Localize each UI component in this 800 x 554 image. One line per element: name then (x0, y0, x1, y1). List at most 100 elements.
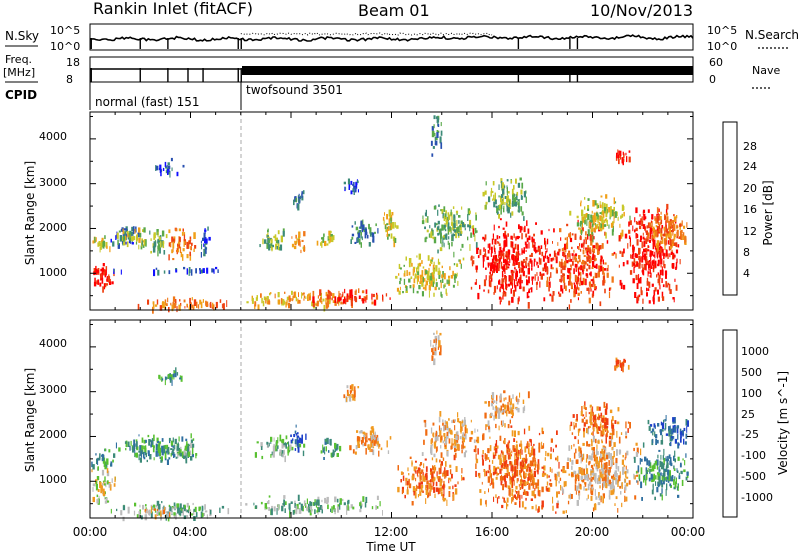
heatmap-cell (588, 412, 591, 415)
heatmap-cell (650, 252, 653, 255)
heatmap-cell (423, 419, 427, 423)
heatmap-cell (601, 468, 604, 475)
heatmap-cell (104, 466, 107, 470)
heatmap-cell (605, 426, 608, 431)
heatmap-cell (602, 451, 605, 459)
heatmap-cell (357, 237, 360, 243)
heatmap-cell (525, 260, 527, 267)
heatmap-cell (633, 456, 636, 463)
heatmap-cell (570, 473, 573, 477)
heatmap-cell (658, 224, 661, 227)
heatmap-cell (527, 302, 530, 309)
heatmap-cell (585, 468, 589, 475)
heatmap-cell (412, 266, 416, 269)
heatmap-cell (562, 489, 565, 494)
heatmap-cell (590, 279, 593, 282)
heatmap-cell (434, 347, 437, 354)
heatmap-cell (668, 220, 671, 228)
heatmap-cell (362, 443, 364, 447)
heatmap-cell (362, 431, 365, 435)
heatmap-cell (565, 510, 567, 514)
heatmap-cell (525, 196, 527, 203)
heatmap-cell (620, 282, 623, 289)
heatmap-cell (417, 271, 419, 275)
heatmap-cell (502, 233, 505, 237)
heatmap-cell (665, 489, 667, 496)
heatmap-cell (504, 202, 506, 206)
heatmap-cell (434, 286, 437, 291)
heatmap-cell (676, 215, 678, 219)
heatmap-cell (92, 464, 95, 470)
heatmap-cell (613, 217, 615, 224)
heatmap-cell (434, 493, 436, 498)
heatmap-cell (529, 258, 532, 263)
heatmap-cell (462, 222, 464, 228)
heatmap-cell (562, 273, 565, 277)
heatmap-cell (463, 224, 466, 228)
heatmap-cell (528, 261, 530, 268)
heatmap-cell (666, 477, 669, 480)
heatmap-cell (322, 444, 324, 451)
heatmap-cell (654, 425, 656, 429)
heatmap-cell (435, 481, 438, 487)
heatmap-cell (661, 225, 664, 229)
heatmap-cell (520, 468, 523, 473)
heatmap-cell (495, 254, 498, 261)
heatmap-cell (275, 243, 278, 248)
heatmap-cell (285, 301, 287, 308)
heatmap-cell (570, 282, 573, 289)
heatmap-cell (191, 447, 194, 455)
heatmap-cell (604, 231, 606, 236)
heatmap-cell (354, 290, 357, 296)
heatmap-cell (416, 469, 418, 476)
heatmap-cell (179, 452, 182, 457)
heatmap-cell (257, 304, 260, 310)
heatmap-cell (442, 235, 445, 238)
velocity-cbar-tick-500: 500 (741, 366, 762, 379)
heatmap-cell (494, 254, 496, 261)
heatmap-cell (221, 303, 223, 309)
heatmap-cell (245, 503, 248, 506)
heatmap-cell (591, 477, 594, 480)
heatmap-cell (504, 454, 507, 461)
heatmap-cell (322, 236, 325, 243)
heatmap-cell (452, 485, 454, 490)
heatmap-cell (513, 466, 515, 472)
heatmap-cell (517, 297, 519, 305)
heatmap-cell (181, 452, 183, 456)
heatmap-cell (213, 269, 215, 274)
heatmap-cell (334, 442, 337, 449)
heatmap-cell (413, 466, 416, 472)
heatmap-cell (635, 452, 639, 457)
heatmap-cell (375, 505, 377, 510)
heatmap-cell (165, 170, 168, 174)
heatmap-cell (178, 228, 181, 232)
heatmap-cell (601, 216, 604, 224)
heatmap-cell (421, 291, 424, 297)
heatmap-cell (173, 515, 176, 519)
heatmap-cell (554, 473, 557, 478)
heatmap-cell (334, 448, 336, 453)
heatmap-cell (276, 240, 278, 243)
heatmap-cell (102, 245, 105, 249)
heatmap-cell (156, 500, 160, 506)
heatmap-cell (595, 243, 598, 246)
heatmap-cell (507, 442, 510, 449)
heatmap-cell (638, 294, 641, 298)
heatmap-cell (556, 430, 558, 435)
heatmap-cell (506, 472, 508, 479)
heatmap-cell (295, 443, 297, 446)
heatmap-cell (680, 433, 682, 439)
heatmap-cell (320, 297, 322, 303)
heatmap-cell (527, 464, 529, 471)
heatmap-cell (633, 475, 636, 480)
heatmap-cell (351, 384, 354, 391)
heatmap-cell (670, 233, 672, 239)
heatmap-cell (370, 441, 373, 448)
heatmap-cell (623, 358, 626, 362)
heatmap-cell (251, 297, 254, 304)
heatmap-cell (180, 508, 183, 512)
heatmap-cell (510, 212, 512, 218)
heatmap-cell (180, 302, 182, 307)
heatmap-cell (549, 482, 551, 486)
